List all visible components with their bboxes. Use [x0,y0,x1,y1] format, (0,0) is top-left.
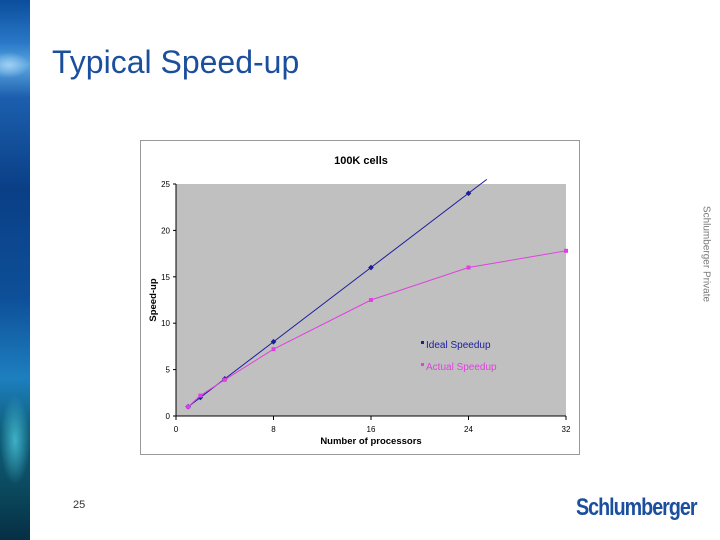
confidentiality-label: Schlumberger Private [700,205,712,303]
legend-swatch-ideal [421,341,424,344]
legend-swatch-actual [421,363,424,366]
data-point-actual [466,265,471,270]
data-point-actual [198,393,203,398]
chart-title: 100K cells [334,155,388,167]
x-ticks: 0 8 16 24 32 [174,416,571,434]
legend: Ideal Speedup Actual Speedup [421,340,497,373]
data-point-actual [271,347,276,352]
x-tick-label: 8 [271,425,276,434]
decorative-light-spot [0,52,30,78]
legend-label-ideal: Ideal Speedup [426,340,491,351]
y-tick-label: 15 [161,273,170,282]
x-tick-label: 16 [367,425,376,434]
y-ticks: 0 5 10 15 20 25 [161,180,176,421]
series-layer [185,178,568,410]
data-point-ideal [270,338,277,345]
y-tick-label: 20 [161,226,170,235]
data-point-actual [369,298,373,302]
y-tick-label: 25 [161,180,170,189]
x-tick-label: 32 [562,425,571,434]
data-point-actual [564,248,568,253]
slide-title: Typical Speed-up [52,44,300,80]
page-number: 25 [73,499,86,511]
x-tick-label: 24 [464,425,473,434]
x-axis-label: Number of processors [320,436,421,447]
data-point-actual [222,377,227,382]
y-tick-label: 0 [166,412,171,421]
decorative-coral-spot [0,395,30,485]
y-tick-label: 5 [166,366,171,375]
speedup-chart: 0 5 10 15 20 25 0 8 16 24 32 100K cells Number of… [140,140,580,455]
company-logo: Schlumberger [576,494,698,521]
y-axis-label: Speed-up [148,278,159,321]
legend-label-actual: Actual Speedup [426,362,497,373]
data-point-actual [186,404,191,409]
y-tick-label: 10 [161,319,170,328]
x-tick-label: 0 [174,425,179,434]
